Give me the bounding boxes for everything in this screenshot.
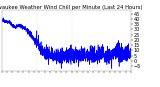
Title: Milwaukee Weather Wind Chill per Minute (Last 24 Hours): Milwaukee Weather Wind Chill per Minute … bbox=[0, 5, 143, 10]
